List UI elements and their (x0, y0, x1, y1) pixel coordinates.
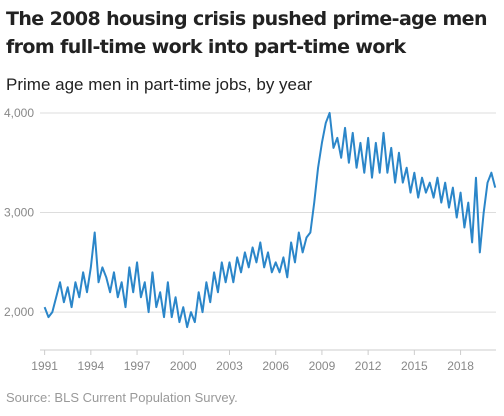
x-tick-label: 2000 (170, 359, 197, 373)
x-tick-label: 2006 (262, 359, 289, 373)
x-tick-label: 1997 (124, 359, 151, 373)
x-tick-label: 2003 (216, 359, 243, 373)
y-tick-label: 3,000 (4, 206, 34, 220)
x-tick-label: 1991 (31, 359, 58, 373)
x-tick-label: 2015 (401, 359, 428, 373)
y-tick-label: 4,000 (4, 106, 34, 120)
chart-title: from full-time work into part-time work (6, 36, 407, 58)
x-tick-label: 1994 (77, 359, 104, 373)
chart-title: The 2008 housing crisis pushed prime-age… (6, 8, 487, 30)
x-tick-label: 2009 (309, 359, 336, 373)
source: Source: BLS Current Population Survey. (6, 390, 238, 405)
data-line (43, 111, 497, 329)
y-tick-label: 2,000 (4, 305, 34, 319)
x-tick-label: 2012 (355, 359, 382, 373)
chart-subtitle: Prime age men in part-time jobs, by year (6, 75, 312, 94)
x-tick-label: 2018 (447, 359, 474, 373)
